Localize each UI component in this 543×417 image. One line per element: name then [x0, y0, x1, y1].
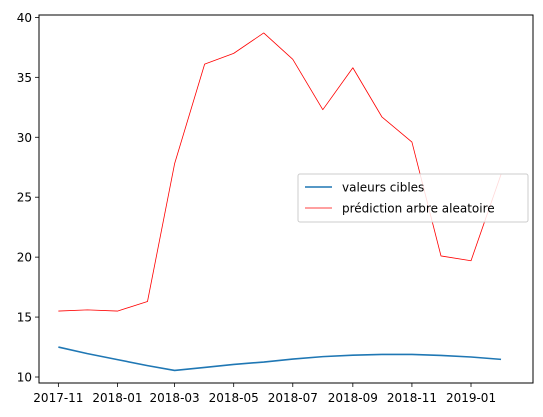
y-tick-label: 35: [17, 71, 32, 85]
y-tick-label: 40: [17, 11, 32, 25]
y-tick-label: 15: [17, 311, 32, 325]
y-axis: 10 15 20 25 30 35 40: [17, 11, 39, 385]
series-line-2: [58, 32, 502, 312]
y-tick-label: 10: [17, 371, 32, 385]
axes-frame: [38, 14, 534, 384]
legend-box: [297, 173, 529, 223]
x-tick-label: 2018-09: [328, 391, 378, 405]
series-line-1: [58, 346, 502, 372]
x-tick-label: 2018-01: [92, 391, 142, 405]
x-tick-label: 2018-03: [150, 391, 200, 405]
x-tick-label: 2018-07: [268, 391, 318, 405]
y-tick-label: 30: [17, 131, 32, 145]
x-tick-label: 2017-11: [33, 391, 83, 405]
x-tick-label: 2018-11: [387, 391, 437, 405]
x-tick-label: 2018-05: [209, 391, 259, 405]
y-tick-label: 20: [17, 251, 32, 265]
x-tick-label: 2019-01: [446, 391, 496, 405]
legend-label-1: valeurs cibles: [342, 181, 424, 195]
x-axis: 2017-11 2018-01 2018-03 2018-05 2018-07 2018-…: [33, 383, 496, 405]
legend: valeurs cibles prédiction arbre aleatoire: [297, 173, 529, 223]
y-tick-label: 25: [17, 191, 32, 205]
legend-label-2: prédiction arbre aleatoire: [342, 202, 495, 216]
